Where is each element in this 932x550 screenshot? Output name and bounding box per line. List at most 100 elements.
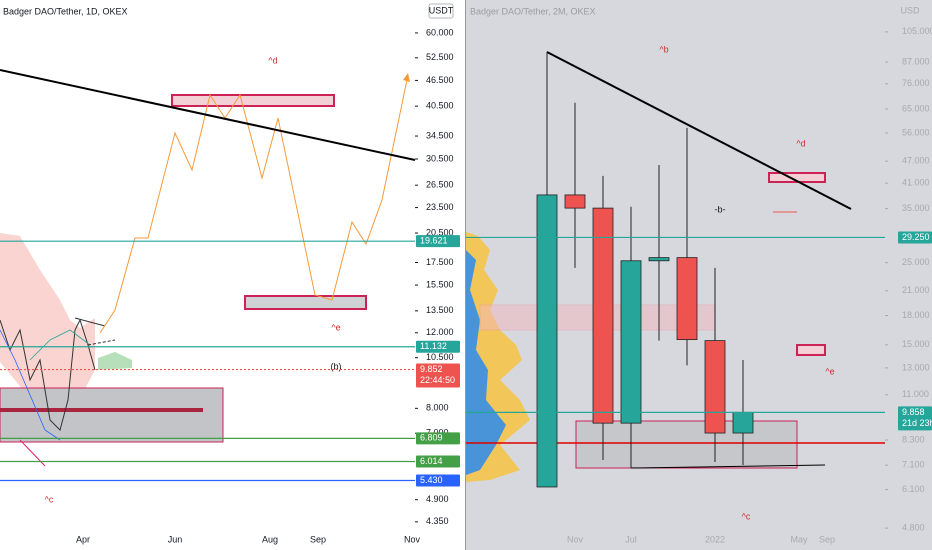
y-tick-label: 35.000 [902, 203, 930, 213]
y-tick-label: 4.900 [426, 494, 449, 504]
y-tick-label: 25.000 [902, 257, 930, 267]
y-tick-label: 76.000 [902, 78, 930, 88]
x-tick-label: May [790, 534, 808, 544]
trend-line [546, 51, 852, 210]
price-label-box [416, 235, 460, 248]
price-scribble [0, 318, 96, 431]
candle-body [704, 340, 726, 434]
x-tick-label: Aug [262, 534, 278, 544]
countdown: 22:44:50 [420, 375, 455, 385]
price-label-box [416, 363, 460, 388]
x-tick-label: Nov [567, 534, 584, 544]
currency: USDT [429, 5, 454, 15]
price-label: 19.621 [420, 236, 448, 246]
zone-box [0, 387, 224, 443]
price-label: 5.430 [420, 475, 443, 485]
y-tick-label: 8.000 [426, 403, 449, 413]
target-box [796, 344, 826, 356]
trend-line [87, 339, 116, 346]
y-tick-label: 52.500 [426, 52, 454, 62]
candle-body [592, 207, 614, 424]
y-tick-label: 15.500 [426, 279, 454, 289]
price-label: 6.014 [420, 456, 443, 466]
chart-title: Badger DAO/Tether, 1D, OKEX [3, 6, 128, 16]
candle-body [676, 257, 698, 340]
y-tick-label: 4.350 [426, 516, 449, 526]
price-label-box [416, 474, 460, 487]
y-tick-label: 41.000 [902, 177, 930, 187]
y-tick-label: 23.500 [426, 202, 454, 212]
zone-bar [0, 408, 203, 412]
price-label: 9.852 [420, 364, 443, 374]
projection-path [99, 74, 409, 334]
currency: USD [900, 5, 920, 15]
y-tick-label: 56.000 [902, 127, 930, 137]
annotation: -b- [715, 204, 726, 214]
x-tick-label: Sep [310, 534, 326, 544]
cloud [0, 233, 95, 420]
price-label-box [416, 432, 460, 445]
y-tick-label: 6.100 [902, 484, 925, 494]
chart-title: Badger DAO/Tether, 2M, OKEX [470, 6, 596, 16]
x-tick-label: Jun [168, 534, 183, 544]
annotation: (b) [331, 361, 342, 371]
annotation: ^e [825, 366, 834, 376]
x-tick-label: Nov [404, 534, 421, 544]
candle-body [648, 257, 670, 262]
y-tick-label: 17.500 [426, 257, 454, 267]
trend-line [0, 69, 416, 161]
price-label-box [898, 231, 932, 244]
annotation: ^b [659, 44, 668, 54]
price-label: 9.858 [902, 407, 925, 417]
price-label: 29.250 [902, 232, 930, 242]
price-label-box [416, 455, 460, 468]
annotation: ^e [331, 322, 340, 332]
target-box [171, 94, 335, 107]
indicator-line [0, 329, 61, 441]
y-tick-label: 87.000 [902, 56, 930, 66]
currency-box [428, 3, 454, 19]
y-tick-label: 105.000 [902, 26, 932, 36]
y-tick-label: 46.500 [426, 75, 454, 85]
price-label: 11.132 [420, 341, 447, 351]
y-tick-label: 13.000 [902, 362, 930, 372]
annotation: ^c [45, 494, 54, 504]
y-tick-label: 4.800 [902, 523, 925, 533]
y-tick-label: 15.000 [902, 339, 930, 349]
y-tick-label: 34.500 [426, 130, 454, 140]
x-tick-label: Jul [625, 534, 637, 544]
annotation: ^d [796, 138, 805, 148]
candle-body [620, 260, 642, 424]
y-tick-label: 10.500 [426, 352, 454, 362]
left-panel [0, 0, 465, 550]
x-tick-label: 2022 [705, 534, 725, 544]
y-tick-label: 47.000 [902, 156, 930, 166]
price-label: 6.809 [420, 433, 443, 443]
cloud [98, 352, 132, 370]
price-label-box [416, 340, 460, 353]
y-tick-label: 65.000 [902, 103, 930, 113]
annotation: ^c [742, 511, 751, 521]
arrow-head [403, 73, 410, 82]
volume-profile [466, 250, 506, 475]
y-tick-label: 26.500 [426, 180, 454, 190]
countdown: 21d 23h [902, 418, 932, 428]
y-tick-label: 11.000 [902, 389, 929, 399]
indicator-line [29, 329, 91, 361]
trend-line [74, 317, 106, 327]
x-tick-label: Sep [819, 534, 835, 544]
support-line [630, 464, 826, 469]
candle-body [732, 411, 754, 434]
y-tick-label: 20.500 [426, 227, 454, 237]
zone-box [575, 420, 798, 469]
y-tick-label: 12.000 [426, 327, 454, 337]
y-tick-label: 13.500 [426, 305, 454, 315]
y-tick-label: 8.300 [902, 434, 925, 444]
price-label-box [898, 406, 932, 431]
candle-body [564, 194, 586, 209]
y-tick-label: 40.500 [426, 101, 454, 111]
y-tick-label: 7.100 [902, 460, 925, 470]
target-box [244, 295, 367, 310]
